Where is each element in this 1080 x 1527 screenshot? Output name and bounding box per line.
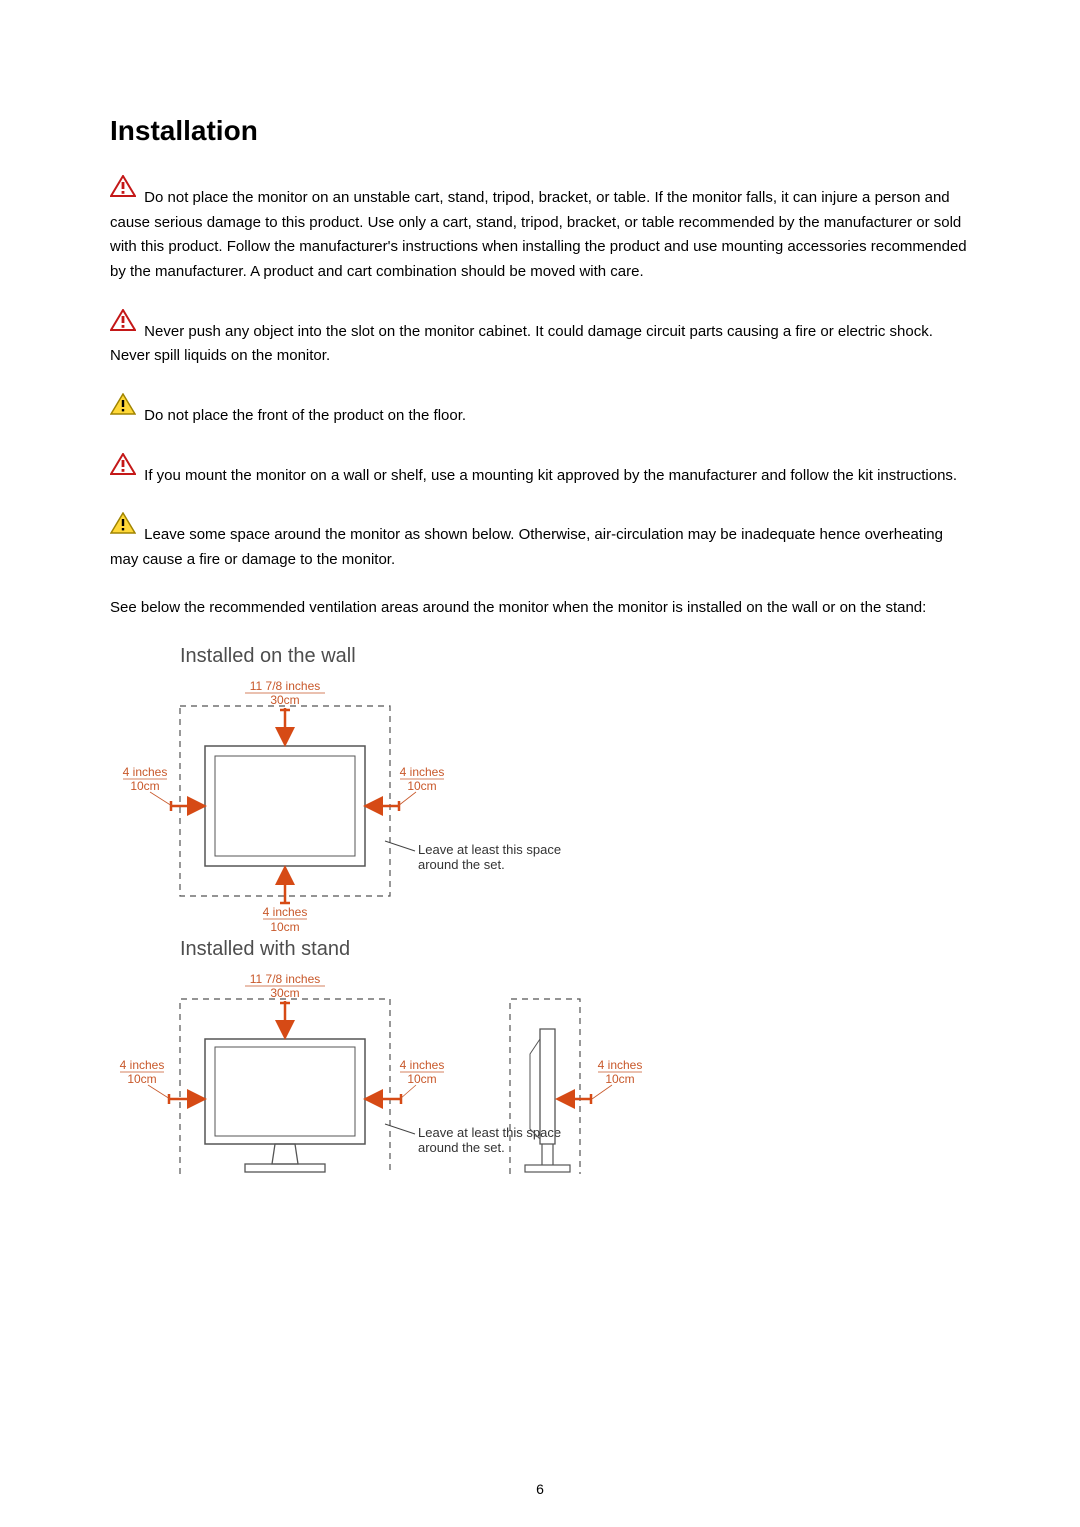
stand-diagram-heading: Installed with stand <box>180 938 970 961</box>
paragraph-text: See below the recommended ventilation ar… <box>110 599 926 616</box>
warning-paragraph: Do not place the monitor on an unstable … <box>110 175 970 285</box>
wall-diagram-heading: Installed on the wall <box>180 645 970 668</box>
warning-icon <box>110 453 136 484</box>
wall-right-label-1: 4 inches <box>400 765 445 779</box>
stand-left-label-1: 4 inches <box>120 1058 165 1072</box>
wall-top-label-2: 30cm <box>270 693 299 707</box>
stand-top-label-2: 30cm <box>270 986 299 1000</box>
wall-diagram: 11 7/8 inches 30cm 4 inches 10cm 4 inche… <box>110 676 670 934</box>
paragraph-text: If you mount the monitor on a wall or sh… <box>144 466 957 483</box>
wall-right-label-2: 10cm <box>407 779 436 793</box>
wall-top-label-1: 11 7/8 inches <box>250 679 321 693</box>
stand-diagram: 11 7/8 inches 30cm 4 inches 10cm 4 inche… <box>110 969 750 1189</box>
wall-diagram-block: Installed on the wall 11 7/8 inches 30cm… <box>110 645 970 934</box>
info-paragraph: See below the recommended ventilation ar… <box>110 596 970 621</box>
caution-icon <box>110 512 136 543</box>
paragraph-text: Do not place the front of the product on… <box>144 407 466 424</box>
stand-right-label-1: 4 inches <box>400 1058 445 1072</box>
stand-note-line-2: around the set. <box>418 1140 505 1155</box>
warning-paragraph: If you mount the monitor on a wall or sh… <box>110 453 970 489</box>
stand-side-label-1: 4 inches <box>598 1058 643 1072</box>
wall-note-line-1: Leave at least this space <box>418 842 561 857</box>
stand-left-label-2: 10cm <box>127 1072 156 1086</box>
wall-left-label-2: 10cm <box>130 779 159 793</box>
warning-icon <box>110 309 136 340</box>
wall-left-label-1: 4 inches <box>123 765 168 779</box>
caution-paragraph: Do not place the front of the product on… <box>110 393 970 429</box>
stand-side-label-2: 10cm <box>605 1072 634 1086</box>
stand-diagram-block: Installed with stand 11 7/8 inches 30cm <box>110 938 970 1189</box>
page: Installation Do not place the monitor on… <box>0 0 1080 1527</box>
warning-paragraph: Never push any object into the slot on t… <box>110 309 970 369</box>
caution-icon <box>110 393 136 424</box>
wall-note-line-2: around the set. <box>418 857 505 872</box>
paragraph-text: Leave some space around the monitor as s… <box>110 526 943 568</box>
page-title: Installation <box>110 115 970 147</box>
caution-paragraph: Leave some space around the monitor as s… <box>110 512 970 572</box>
warning-icon <box>110 175 136 206</box>
paragraph-text: Never push any object into the slot on t… <box>110 323 933 365</box>
wall-bottom-label-2: 10cm <box>270 920 299 934</box>
stand-top-label-1: 11 7/8 inches <box>250 972 321 986</box>
wall-bottom-label-1: 4 inches <box>263 905 308 919</box>
stand-right-label-2: 10cm <box>407 1072 436 1086</box>
page-number: 6 <box>0 1481 1080 1497</box>
paragraph-text: Do not place the monitor on an unstable … <box>110 189 967 280</box>
